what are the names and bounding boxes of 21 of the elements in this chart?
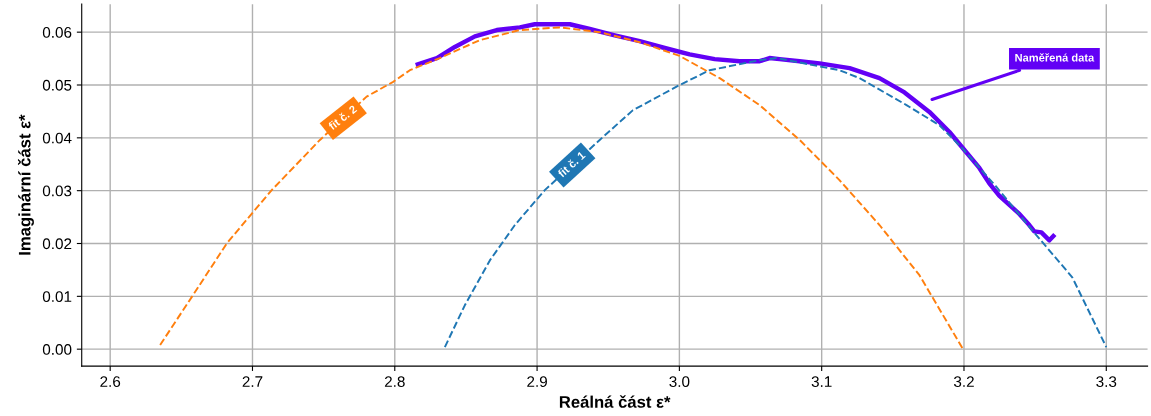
x-tick-label: 2.9 xyxy=(527,376,547,388)
x-tick-label: 3.2 xyxy=(953,376,974,388)
text: Naměřená data xyxy=(1015,53,1095,62)
y-tick-label: 0.00 xyxy=(42,344,72,355)
y-tick-label: 0.06 xyxy=(42,27,72,38)
text: fit č. 2 xyxy=(327,104,358,131)
text: fit č. 1 xyxy=(556,150,586,178)
x-tick-label: 3.3 xyxy=(1096,376,1117,388)
x-tick-label: 3.0 xyxy=(669,376,690,388)
y-tick-label: 0.04 xyxy=(42,132,72,144)
y-tick-label: 0.05 xyxy=(42,79,72,91)
x-axis-title: Reálná část ε* xyxy=(559,395,671,408)
y-tick-label: 0.01 xyxy=(42,291,72,303)
x-tick-label: 3.1 xyxy=(811,376,832,388)
x-tick-label: 2.6 xyxy=(100,376,121,388)
y-tick-label: 0.02 xyxy=(42,238,72,250)
line-series xyxy=(159,26,964,350)
y-tick-label: 0.03 xyxy=(42,185,72,197)
x-tick-label: 2.7 xyxy=(242,376,263,387)
x-tick-label: 2.8 xyxy=(384,376,405,388)
y-axis-title: Imaginární část ε* xyxy=(17,114,34,255)
